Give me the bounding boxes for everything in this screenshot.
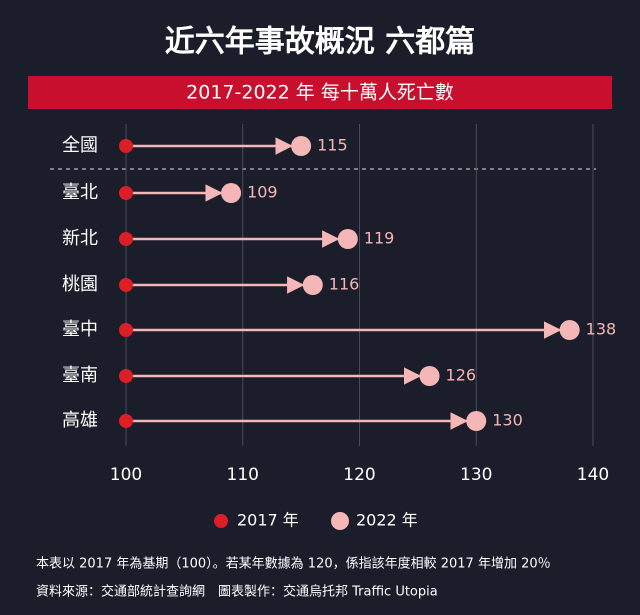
- y-tick-label: 臺北: [62, 182, 98, 203]
- value-label: 109: [247, 183, 278, 202]
- dot-start: [119, 323, 133, 337]
- y-tick-label: 高雄: [62, 410, 98, 431]
- footnote: 本表以 2017 年為基期（100）。若某年數據為 120，係指該年度相較 20…: [36, 556, 551, 572]
- dot-end: [419, 366, 440, 386]
- dot-end: [291, 136, 312, 156]
- dot-start: [119, 278, 133, 292]
- value-label: 126: [446, 366, 477, 385]
- x-tick-label: 140: [577, 465, 609, 485]
- x-tick-label: 130: [460, 465, 492, 485]
- chart-subtitle: 2017-2022 年 每十萬人死亡數: [186, 82, 454, 104]
- y-tick-label: 全國: [62, 135, 98, 156]
- y-tick-label: 桃園: [62, 274, 98, 295]
- dot-end: [466, 411, 487, 431]
- legend-label: 2017 年: [237, 511, 299, 530]
- legend-marker: [331, 512, 349, 530]
- value-label: 116: [329, 275, 360, 294]
- dot-end: [221, 183, 242, 203]
- x-tick-label: 100: [110, 465, 142, 485]
- dot-start: [119, 414, 133, 428]
- value-label: 119: [364, 229, 395, 248]
- y-tick-label: 新北: [62, 228, 98, 249]
- x-tick-label: 110: [227, 465, 259, 485]
- y-tick-label: 臺南: [62, 365, 98, 386]
- dot-start: [119, 139, 133, 153]
- subtitle-banner: [28, 76, 612, 109]
- dot-start: [119, 232, 133, 246]
- x-tick-label: 120: [343, 465, 375, 485]
- footnote: 資料來源：交通部統計查詢網 圖表製作：交通烏托邦 Traffic Utopia: [36, 584, 438, 600]
- legend-marker: [214, 514, 228, 528]
- legend-label: 2022 年: [356, 511, 418, 530]
- chart-title: 近六年事故概況 六都篇: [165, 25, 475, 60]
- value-label: 130: [492, 411, 523, 430]
- dot-end: [559, 320, 580, 340]
- dot-end: [337, 229, 358, 249]
- dot-start: [119, 369, 133, 383]
- y-tick-label: 臺中: [62, 319, 98, 340]
- dot-end: [302, 275, 323, 295]
- value-label: 115: [317, 136, 348, 155]
- dot-start: [119, 186, 133, 200]
- value-label: 138: [586, 320, 617, 339]
